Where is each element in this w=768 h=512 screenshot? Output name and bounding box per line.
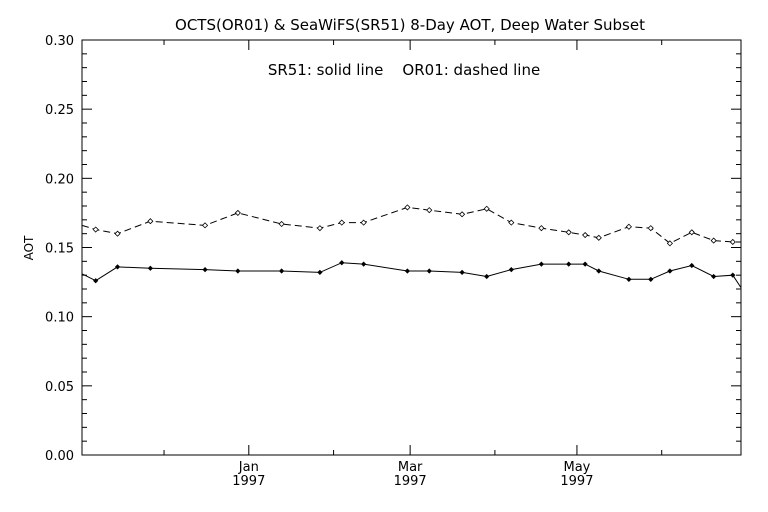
series-point-or01 — [278, 220, 285, 228]
series-point-sr51 — [147, 265, 153, 271]
series-point-sr51 — [689, 262, 695, 269]
series-point-or01 — [201, 222, 209, 229]
series-point-sr51 — [596, 268, 602, 274]
x-tick-label: May — [563, 460, 590, 475]
series-point-or01 — [234, 209, 241, 216]
y-tick-label: 0.10 — [45, 311, 74, 326]
x-tick-year-label: 1997 — [394, 474, 427, 489]
series-point-sr51 — [730, 272, 736, 278]
series-point-or01 — [508, 219, 515, 226]
y-tick-label: 0.30 — [45, 34, 74, 49]
y-tick-label: 0.20 — [45, 172, 74, 187]
series-line-or01 — [81, 206, 741, 244]
series-point-sr51 — [426, 268, 432, 274]
series-point-or01 — [316, 225, 323, 232]
y-tick-label: 0.05 — [45, 380, 74, 395]
series-point-or01 — [582, 231, 589, 239]
line-style-annotation: SR51: solid line OR01: dashed line — [268, 61, 540, 79]
series-point-sr51 — [582, 261, 588, 267]
series-point-or01 — [92, 226, 99, 233]
series-point-sr51 — [114, 264, 121, 270]
series-point-sr51 — [538, 261, 545, 267]
series-point-sr51 — [566, 261, 572, 267]
series-point-sr51 — [667, 268, 673, 274]
series-point-sr51 — [339, 260, 345, 266]
series-point-sr51 — [202, 267, 208, 273]
y-tick-label: 0.25 — [45, 103, 74, 118]
series-point-sr51 — [317, 269, 323, 276]
chart-title: OCTS(OR01) & SeaWiFS(SR51) 8-Day AOT, De… — [175, 16, 645, 34]
series-layer — [81, 204, 742, 288]
series-point-or01 — [647, 225, 654, 232]
series-point-or01 — [147, 218, 154, 225]
series-point-sr51 — [235, 268, 241, 274]
series-point-or01 — [565, 229, 572, 236]
series-point-or01 — [729, 238, 736, 246]
y-axis-ticks: 0.00 0.05 0.10 0.15 0.20 0.25 0.30 — [45, 34, 741, 464]
plot-frame — [81, 39, 742, 456]
x-tick-year-label: 1997 — [232, 474, 265, 489]
series-point-or01 — [483, 205, 490, 212]
series-line-sr51 — [81, 262, 742, 288]
series-point-or01 — [459, 211, 466, 218]
series-point-sr51 — [361, 261, 367, 267]
series-point-sr51 — [626, 276, 632, 282]
series-point-or01 — [688, 229, 695, 236]
series-point-sr51 — [93, 278, 99, 284]
series-point-or01 — [666, 240, 673, 247]
y-axis-label: AOT — [22, 235, 36, 260]
x-tick-year-label: 1997 — [560, 474, 593, 489]
series-point-sr51 — [508, 267, 514, 273]
series-point-or01 — [625, 223, 632, 230]
series-point-sr51 — [404, 268, 411, 274]
series-point-or01 — [338, 219, 345, 226]
y-tick-label: 0.15 — [45, 242, 74, 257]
series-point-sr51 — [459, 269, 465, 276]
series-point-or01 — [404, 204, 411, 211]
series-point-sr51 — [278, 268, 285, 274]
series-point-or01 — [114, 230, 121, 237]
series-point-or01 — [426, 207, 433, 214]
series-point-sr51 — [484, 273, 490, 280]
series-point-or01 — [538, 225, 545, 232]
series-point-sr51 — [648, 276, 654, 282]
series-point-sr51 — [711, 273, 717, 280]
series-point-or01 — [710, 237, 717, 244]
series-point-or01 — [360, 219, 367, 226]
y-tick-label: 0.00 — [45, 449, 74, 464]
x-tick-label: Mar — [398, 460, 423, 475]
x-tick-label: Jan — [238, 460, 259, 475]
series-point-or01 — [595, 234, 602, 241]
